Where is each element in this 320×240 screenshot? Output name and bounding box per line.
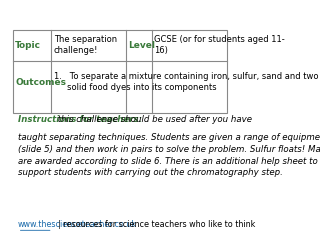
Text: Outcomes: Outcomes xyxy=(15,78,66,87)
Text: The separation
challenge!: The separation challenge! xyxy=(54,35,117,55)
Text: www.thescienceteacher.co.uk: www.thescienceteacher.co.uk xyxy=(18,220,137,229)
Bar xyxy=(13,30,227,113)
Text: Level: Level xyxy=(129,41,156,50)
Text: taught separating techniques. Students are given a range of equipment
(slide 5) : taught separating techniques. Students a… xyxy=(18,133,320,177)
Text: this challenge should be used after you have: this challenge should be used after you … xyxy=(55,115,252,124)
Text: 1.   To separate a mixture containing iron, sulfur, sand and two
     solid food: 1. To separate a mixture containing iron… xyxy=(54,72,318,92)
Text: Instructions for teachers:: Instructions for teachers: xyxy=(18,115,142,124)
Text: | resources for science teachers who like to think: | resources for science teachers who lik… xyxy=(53,220,255,229)
Text: Topic: Topic xyxy=(15,41,41,50)
Text: GCSE (or for students aged 11-
16): GCSE (or for students aged 11- 16) xyxy=(154,35,285,55)
